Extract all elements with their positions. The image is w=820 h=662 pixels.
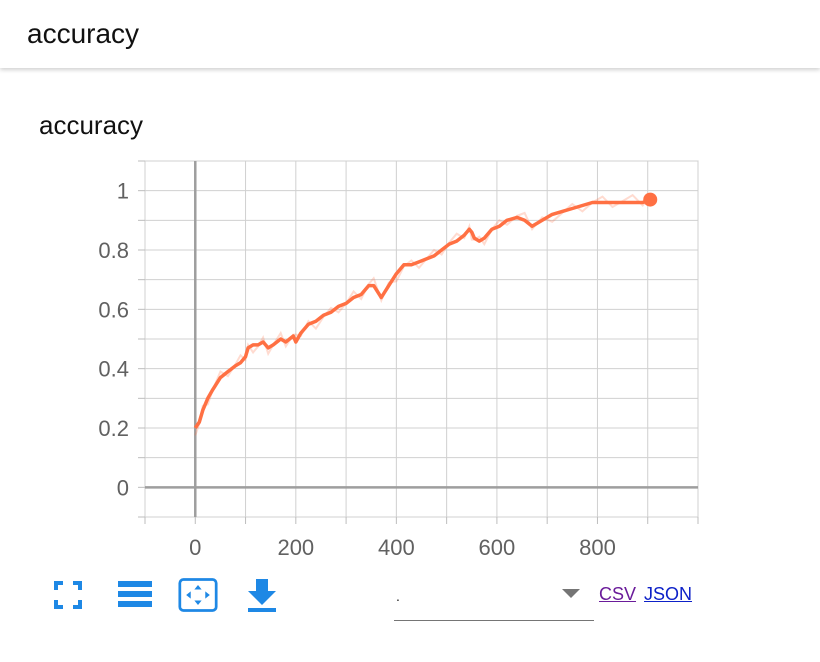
y-tick-label: 0.8 [98,238,129,263]
app-header: accuracy [0,0,820,68]
chart-card-title: accuracy [39,110,144,140]
x-tick-label: 200 [277,535,314,560]
fullscreen-toggle-button[interactable] [48,575,88,615]
list-icon [118,581,152,607]
dropdown-arrow-icon [562,589,580,598]
raw-series-line [194,193,651,436]
y-tick-label: 1 [117,179,129,204]
y-tick-label: 0.6 [98,297,129,322]
fit-domain-button[interactable] [178,575,218,615]
download-icon [248,579,276,612]
last-point-marker [643,192,658,207]
x-tick-label: 800 [579,535,616,560]
json-download-link[interactable]: JSON [644,584,693,604]
x-tick-label: 400 [378,535,415,560]
run-select-value: . [396,588,400,604]
header-title: accuracy [27,18,140,49]
smoothed-series-line [193,197,651,429]
download-data-button[interactable] [242,575,282,615]
fit-domain-icon [178,578,218,612]
y-tick-label: 0 [117,475,129,500]
toggle-log-scale-button[interactable] [115,575,155,615]
csv-download-link[interactable]: CSV [599,584,637,604]
y-tick-label: 0.4 [98,357,129,382]
y-tick-label: 0.2 [98,416,129,441]
x-tick-label: 600 [479,535,516,560]
fullscreen-icon [54,581,82,609]
run-select[interactable]: . [394,578,594,621]
x-tick-label: 0 [189,535,201,560]
